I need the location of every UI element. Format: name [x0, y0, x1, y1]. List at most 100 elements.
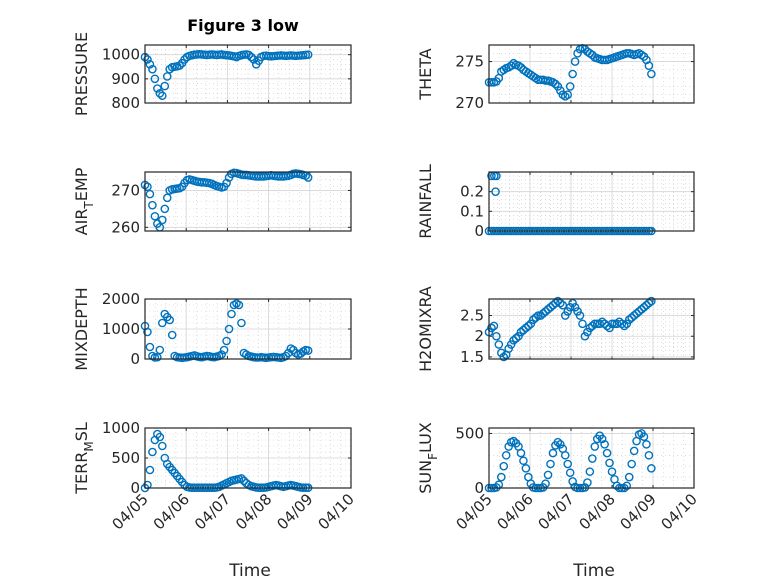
data-point [143, 480, 152, 490]
data-point [632, 309, 641, 318]
data-point [160, 204, 170, 214]
data-point [145, 60, 155, 69]
data-point [558, 300, 568, 310]
data-point [541, 479, 550, 488]
subplot-mixdepth: 0 1000 2000 MIXDEPTH [72, 287, 352, 371]
data-point [647, 464, 656, 473]
data-point [217, 350, 226, 359]
data-point [494, 340, 504, 349]
data-point [224, 324, 234, 334]
y-tick-label: 270 [111, 181, 140, 199]
data-point [588, 454, 597, 463]
data-point [524, 321, 533, 331]
data-point [155, 345, 165, 355]
data-point [155, 432, 165, 442]
y-tick-label: 500 [111, 449, 140, 467]
data-point [153, 352, 162, 362]
data-point [607, 319, 617, 329]
data-point [583, 478, 592, 487]
subplot-rainfall: 0 0.10.2 RAINFALL [416, 164, 695, 240]
data-point [627, 459, 636, 469]
y-tick-label: 0.1 [460, 202, 484, 220]
data-point [303, 346, 313, 355]
data-point [487, 77, 496, 87]
data-point [145, 342, 155, 352]
data-point [551, 79, 560, 89]
data-point [536, 311, 545, 320]
data-point [528, 315, 538, 324]
x-axis-label-right: Time [572, 561, 615, 581]
data-point [227, 309, 236, 319]
data-point [543, 470, 553, 480]
data-point [622, 481, 632, 491]
x-tick-label: 04/07 [535, 490, 578, 533]
x-tick-label: 04/10 [315, 490, 358, 533]
y-tick-label: 260 [111, 218, 140, 236]
data-point [602, 321, 612, 331]
data-point [148, 447, 157, 457]
data-point [588, 321, 597, 331]
subplot-theta: 270 275 THETA [416, 44, 695, 112]
data-point [160, 81, 170, 91]
axes-frame [144, 44, 352, 104]
data-point [175, 61, 184, 70]
data-point [180, 480, 189, 490]
data-point [563, 90, 573, 100]
data-point [162, 193, 172, 203]
data-point [570, 57, 580, 66]
y-tick-label: 0 [474, 479, 484, 497]
data-point [519, 325, 528, 335]
y-tick-label: 1000 [102, 320, 140, 338]
data-point [548, 300, 558, 310]
y-tick-label: 0.2 [460, 183, 484, 201]
data-point [575, 311, 585, 320]
data-point [155, 89, 165, 98]
data-point [624, 315, 634, 324]
data-point [150, 211, 160, 221]
data-point [634, 307, 644, 316]
data-point [244, 50, 254, 60]
data-point [165, 315, 175, 325]
data-point [612, 319, 622, 329]
data-point [642, 300, 651, 310]
data-point [553, 437, 563, 447]
y-axis-label: H2OMIXRA [416, 286, 435, 372]
data-point [303, 50, 313, 59]
data-point [541, 307, 550, 316]
data-point [578, 319, 587, 329]
data-point [150, 74, 160, 84]
data-point [585, 323, 595, 333]
data-point [157, 318, 167, 328]
data-point [157, 441, 167, 451]
y-tick-label: 0 [130, 479, 140, 497]
x-tick-label: 04/09 [617, 490, 660, 533]
y-tick-label: 270 [455, 94, 484, 112]
x-tick-label: 04/07 [191, 490, 234, 533]
x-tick-label: 04/06 [494, 490, 537, 533]
data-point [642, 440, 651, 449]
data-point [145, 189, 155, 199]
y-axis-label: SUNFLUX [416, 422, 440, 494]
x-tick-label: 04/10 [658, 490, 701, 533]
data-point [143, 55, 152, 64]
data-point [644, 61, 654, 71]
x-tick-label: 04/06 [150, 490, 193, 533]
data-point [222, 336, 231, 346]
subplot-pressure: 800 900 1000 PRESSURE [72, 32, 352, 116]
data-point [565, 82, 575, 91]
y-tick-label: 2.5 [460, 307, 484, 325]
y-axis-label: AIRTEMP [72, 167, 96, 235]
data-point [492, 331, 501, 341]
data-point [637, 305, 646, 314]
y-tick-label: 2000 [102, 290, 140, 308]
y-tick-label: 0 [130, 350, 140, 368]
data-point [533, 311, 543, 320]
y-tick-label: 1000 [102, 419, 140, 437]
data-point [167, 330, 177, 340]
y-tick-label: 1000 [102, 46, 140, 64]
y-tick-label: 1.5 [460, 348, 484, 366]
data-point [629, 446, 639, 456]
data-point [627, 313, 636, 322]
y-tick-label: 2 [474, 327, 484, 345]
data-point [644, 450, 654, 460]
